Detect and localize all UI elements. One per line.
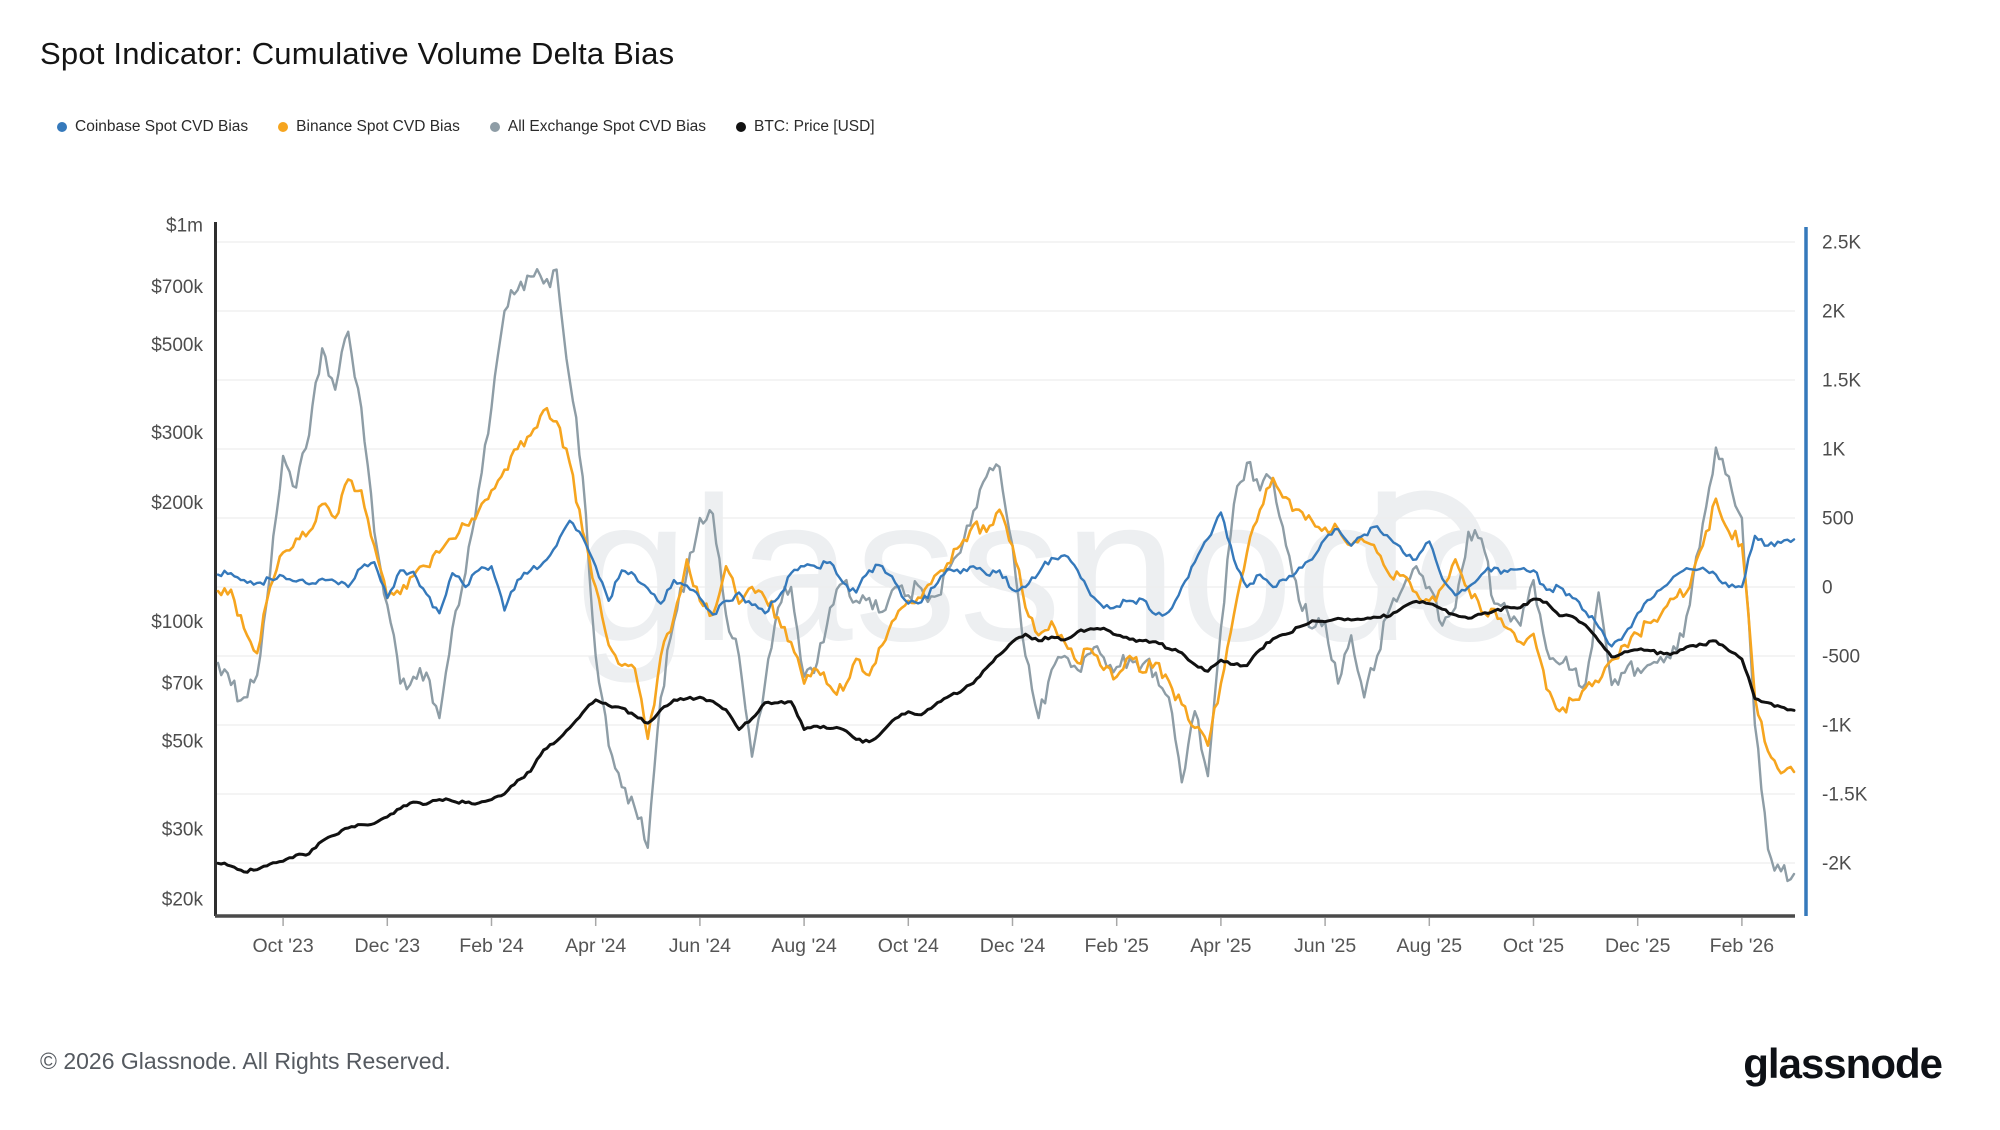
x-axis-label: Aug '24 [771,935,837,957]
y-axis-label-right: 500 [1822,509,1854,530]
legend-item-coinbase[interactable]: Coinbase Spot CVD Bias [57,118,248,136]
x-axis-label: Feb '25 [1084,935,1149,957]
series-all-exchange-spot-cvd-bias-line [216,268,1796,883]
watermark-text: glassnode [575,455,1528,684]
y-axis-label-left: $20k [162,889,204,910]
y-axis-label-right: -1K [1822,716,1852,737]
x-axis-label: Oct '24 [878,935,939,957]
all-exchange-series-dot-icon [489,122,500,132]
left-axis-labels: $1m $700k $500k $300k $200k $100k $70k $50k $30k… [151,216,203,911]
watermark: glassnode [575,455,1528,684]
binance-series-dot-icon [278,122,289,132]
y-axis-label-left: $300k [151,423,203,444]
x-axis-label: Dec '25 [1605,935,1671,957]
x-axis-label: Feb '24 [459,935,524,957]
series-coinbase-spot-cvd-bias-line [216,511,1796,648]
y-axis-label-left: $200k [151,493,203,514]
legend-item-label: Binance Spot CVD Bias [296,118,460,135]
y-axis-label-right: -1.5K [1822,785,1868,806]
legend-item-binance[interactable]: Binance Spot CVD Bias [278,118,460,136]
y-axis-label-left: $1m [166,216,203,237]
y-axis-label-left: $700k [151,277,203,298]
y-axis-label-right: 0 [1822,578,1833,599]
y-axis-label-left: $500k [151,335,203,356]
x-axis-label: Dec '23 [355,935,421,957]
y-axis-label-right: -2K [1822,854,1852,875]
x-axis-labels: Oct '23 Dec '23 Feb '24 Apr '24 Jun '24 Aug '… [253,918,1774,957]
y-axis-label-left: $100k [151,612,203,633]
btc-price-series-dot-icon [736,122,747,132]
right-axis-labels: 2.5K 2K 1.5K 1K 500 0 -500 -1K -1.5K -2K [1822,233,1868,875]
x-axis-label: Jun '25 [1294,935,1356,957]
x-axis-label: Aug '25 [1397,935,1463,957]
y-axis-label-right: 1.5K [1822,371,1861,392]
y-axis-label-right: -500 [1822,647,1860,668]
y-axis-label-right: 2K [1822,302,1846,323]
series-binance-spot-cvd-bias-line [216,406,1796,775]
legend-item-label: All Exchange Spot CVD Bias [507,118,707,135]
x-axis-label: Oct '25 [1503,935,1564,957]
legend-item-label: BTC: Price [USD] [754,118,875,135]
y-axis-label-left: $70k [162,674,204,695]
y-axis-label-right: 2.5K [1822,233,1861,254]
x-axis-label: Dec '24 [980,935,1046,957]
series-lines [216,268,1796,883]
legend-item-btc-price[interactable]: BTC: Price [USD] [736,118,875,136]
series-btc-price-usd--line [216,597,1796,874]
x-axis-label: Apr '24 [565,935,626,957]
legend-item-label: Coinbase Spot CVD Bias [75,118,249,135]
x-axis-label: Apr '25 [1190,935,1251,957]
y-axis-label-right: 1K [1822,440,1846,461]
page-title: Spot Indicator: Cumulative Volume Delta … [40,36,675,71]
x-axis-label: Oct '23 [253,935,314,957]
glassnode-logo[interactable]: glassnode [1743,1040,1943,1087]
x-axis-label: Jun '24 [669,935,731,957]
y-axis-label-left: $30k [162,820,204,841]
copyright-text: © 2026 Glassnode. All Rights Reserved. [40,1048,451,1074]
chart-legend: Coinbase Spot CVD Bias Binance Spot CVD … [57,118,875,136]
x-axis-label: Feb '26 [1710,935,1774,957]
legend-item-all-exchange[interactable]: All Exchange Spot CVD Bias [489,118,707,136]
coinbase-series-dot-icon [57,122,67,132]
y-axis-label-left: $50k [162,732,204,753]
